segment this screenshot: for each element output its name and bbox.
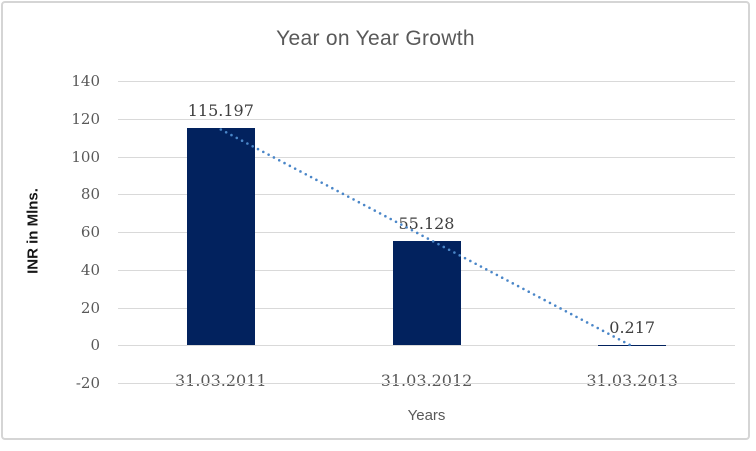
gridline bbox=[118, 383, 735, 384]
chart-title: Year on Year Growth bbox=[276, 27, 475, 50]
bar-data-label: 115.197 bbox=[187, 100, 254, 120]
y-tick-label: 40 bbox=[80, 260, 100, 279]
y-tick-label: 0 bbox=[90, 336, 100, 355]
gridline bbox=[118, 194, 735, 196]
x-category-label: 31.03.2012 bbox=[380, 371, 473, 390]
trendline[interactable] bbox=[118, 81, 735, 383]
bar[interactable] bbox=[598, 344, 667, 346]
bar-data-label: 55.128 bbox=[398, 214, 455, 234]
bar-data-label: 0.217 bbox=[609, 317, 656, 337]
y-axis-title: INR in Mlns. bbox=[24, 188, 42, 274]
plot-area bbox=[118, 81, 735, 384]
x-category-label: 31.03.2013 bbox=[586, 371, 678, 390]
y-tick-label: 100 bbox=[71, 147, 100, 166]
gridline bbox=[118, 81, 735, 82]
gridline bbox=[118, 232, 735, 233]
y-tick-label: 120 bbox=[71, 109, 100, 128]
gridline bbox=[118, 118, 735, 120]
bar[interactable] bbox=[392, 241, 461, 346]
y-tick-label: -20 bbox=[75, 374, 100, 392]
gridline bbox=[118, 156, 735, 158]
x-category-label: 31.03.2011 bbox=[174, 371, 267, 390]
chart-frame: Year on Year Growth INR in Mlns. Years 1… bbox=[1, 1, 750, 440]
bar[interactable] bbox=[186, 127, 255, 346]
trendline-path[interactable] bbox=[219, 128, 634, 348]
gridline bbox=[118, 345, 735, 347]
y-tick-label: 60 bbox=[80, 223, 100, 241]
x-axis-title: Years bbox=[407, 407, 446, 424]
y-tick-label: 140 bbox=[71, 72, 100, 90]
y-tick-label: 20 bbox=[80, 298, 100, 317]
y-tick-label: 80 bbox=[80, 185, 100, 204]
